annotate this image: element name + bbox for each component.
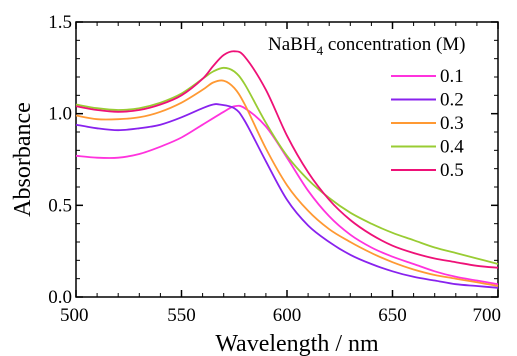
series-lines — [75, 50, 499, 289]
legend-title-subscript: 4 — [317, 43, 324, 58]
legend: NaBH4 concentration (M) 0.1 0.20.3 0.40.5 — [268, 34, 466, 181]
series-line-0.3 — [75, 79, 499, 287]
legend-title-main: NaBH — [268, 34, 317, 55]
series-line-0.1 — [75, 104, 499, 286]
legend-label-0.5: 0.5 — [440, 160, 464, 181]
series-line-0.2 — [75, 103, 499, 289]
y-tick-label: 0.5 — [48, 195, 72, 216]
x-tick-label: 500 — [60, 305, 89, 326]
y-tick-label: 0.0 — [48, 287, 72, 308]
axis-ticks: 500 550 600 650 700 0.0 0.5 1.0 1.5 — [48, 12, 501, 326]
x-tick-label: 650 — [378, 305, 407, 326]
y-axis-label: Absorbance — [10, 102, 36, 217]
series-line-0.5 — [75, 50, 499, 269]
series-line-0.4 — [75, 66, 499, 265]
x-tick-label: 600 — [273, 305, 302, 326]
legend-title: NaBH4 concentration (M) — [268, 34, 466, 58]
legend-items: 0.1 0.20.3 0.40.5 — [391, 66, 464, 181]
legend-label-0.3: 0.3 — [440, 113, 464, 134]
x-tick-label: 700 — [473, 305, 502, 326]
legend-title-rest: concentration (M) — [323, 34, 465, 55]
y-tick-label: 1.5 — [48, 12, 72, 33]
y-tick-label: 1.0 — [48, 104, 72, 125]
x-axis-label: Wavelength / nm — [215, 331, 379, 356]
legend-label-0.1: 0.1 — [440, 66, 464, 87]
legend-label-0.4: 0.4 — [440, 137, 464, 158]
plot-frame — [75, 21, 499, 298]
x-tick-label: 550 — [167, 305, 196, 326]
legend-label-0.2: 0.2 — [440, 90, 464, 111]
